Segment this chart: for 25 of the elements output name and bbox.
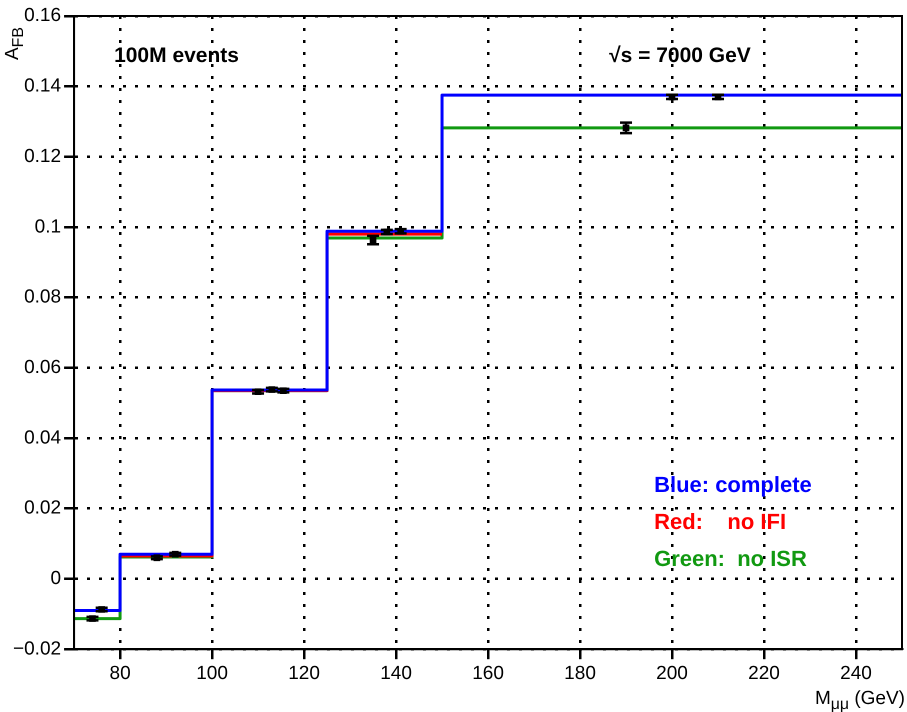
x-tick-label: 80 xyxy=(110,662,131,684)
x-tick-label: 140 xyxy=(380,662,412,684)
y-tick-label: 0.12 xyxy=(24,146,62,167)
text: Blue: complete xyxy=(654,472,812,498)
annotation: √s = 7000 GeV xyxy=(609,44,751,67)
x-tick-label: 180 xyxy=(564,662,596,684)
x-tick-label: 200 xyxy=(656,662,688,684)
text: Red: no IFI xyxy=(654,509,786,534)
y-tick-label: −0.02 xyxy=(12,638,62,660)
y-tick-label: 0.1 xyxy=(34,216,62,238)
y-tick-label: 0.16 xyxy=(24,5,62,26)
y-tick-label: 0 xyxy=(50,568,62,590)
y-tick-label: 0.02 xyxy=(24,498,62,519)
y-tick-label: 0.08 xyxy=(24,286,62,308)
y-tick-label: 0.04 xyxy=(24,427,62,448)
x-tick-label: 100 xyxy=(196,662,228,684)
x-tick-label: 220 xyxy=(748,662,780,684)
text: Green: no ISR xyxy=(654,546,807,572)
x-axis-title: M$_{μμ}$ (GeV) xyxy=(814,688,905,712)
x-tick-label: 120 xyxy=(288,662,320,684)
y-tick-label: 0.14 xyxy=(24,76,62,97)
y-tick-label: 0.06 xyxy=(24,357,62,378)
x-tick-label: 160 xyxy=(472,662,504,684)
x-tick-label: 240 xyxy=(840,662,872,684)
annotation: 100M events xyxy=(114,44,239,67)
